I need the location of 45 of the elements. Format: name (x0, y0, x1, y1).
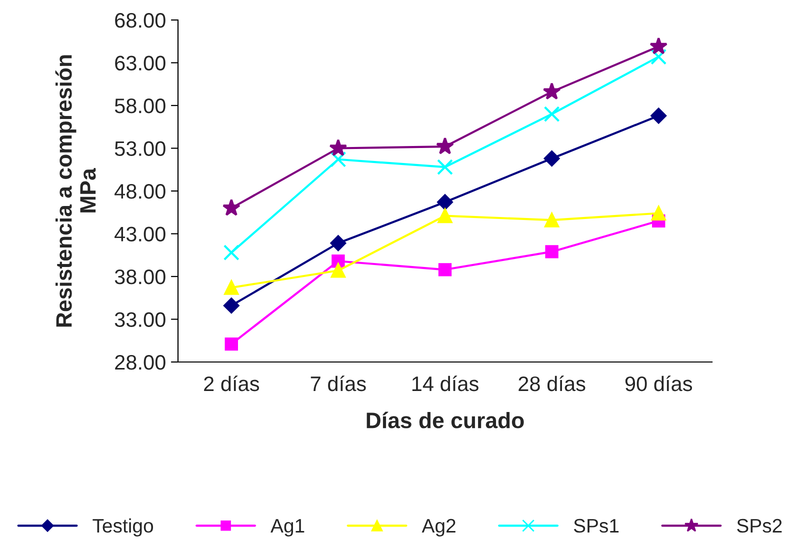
point (224, 280, 239, 295)
x-axis-title: Días de curado (366, 412, 524, 428)
y-tick-label: 43.00 (114, 226, 166, 242)
point (542, 82, 561, 100)
point (650, 48, 667, 65)
legend-label: SPs1 (574, 518, 619, 533)
y-tick-label: 28.00 (115, 355, 166, 370)
point (544, 150, 560, 166)
x-tick-label: 28 días (518, 376, 586, 392)
point (544, 212, 560, 228)
y-tick-label: 33.00 (114, 312, 166, 328)
legend-label: SPs2 (737, 518, 782, 533)
point (437, 194, 453, 210)
point (330, 263, 346, 278)
x-tick-label: 2 días (204, 376, 260, 392)
point (330, 151, 346, 168)
point (223, 244, 240, 261)
point (223, 298, 240, 314)
point (651, 206, 666, 221)
y-tick-label: 58.00 (114, 98, 166, 114)
y-tick-label: 38.00 (114, 270, 166, 284)
y-tick-label: 68.00 (115, 13, 166, 28)
point (438, 263, 452, 276)
point (332, 254, 345, 268)
x-tick-label: 7 días (310, 376, 366, 392)
y-tick-label: 48.00 (114, 184, 166, 199)
point (222, 198, 240, 216)
y-axis-title: Resistencia a compresión MPa (55, 55, 96, 327)
point (650, 37, 668, 54)
point (329, 138, 348, 156)
point (544, 106, 560, 122)
x-tick-label: 14 días (412, 376, 478, 392)
legend-label: Ag2 (422, 518, 456, 536)
point (330, 235, 346, 252)
y-tick-label: 53.00 (114, 141, 166, 156)
legend-label: Testigo (92, 518, 154, 536)
point (650, 108, 667, 124)
point (436, 137, 454, 154)
y-tick-label: 63.00 (115, 56, 166, 71)
x-tick-label: 90 días (625, 376, 692, 392)
point (224, 337, 238, 351)
point (437, 159, 453, 176)
point (438, 208, 452, 224)
legend-label: Ag1 (270, 519, 304, 536)
point (545, 245, 558, 258)
